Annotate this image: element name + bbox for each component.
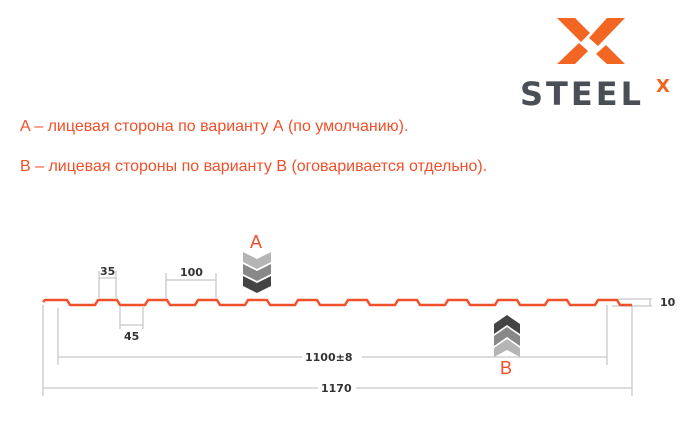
logo-wordmark: STEEL (520, 75, 644, 113)
note-face-b: В – лицевая стороны по варианту В (огова… (20, 158, 488, 175)
dim-height: 10 (660, 296, 676, 309)
logo-x-mark (557, 18, 625, 64)
dim-pitch: 100 (180, 266, 203, 279)
sheet-profile (42, 298, 632, 307)
dim-total-width: 1170 (321, 382, 352, 395)
face-a-label: A (250, 232, 262, 252)
face-b-label: B (500, 358, 512, 378)
logo-superscript: X (656, 76, 670, 97)
note-face-a: A – лицевая сторона по варианту А (по ум… (20, 118, 409, 135)
face-a-arrow-icon (243, 252, 271, 293)
dim-useful-width: 1100±8 (305, 351, 353, 364)
dim-bottom-width: 45 (124, 330, 139, 343)
dim-top-width: 35 (100, 265, 115, 278)
face-b-arrow-icon (494, 315, 520, 357)
